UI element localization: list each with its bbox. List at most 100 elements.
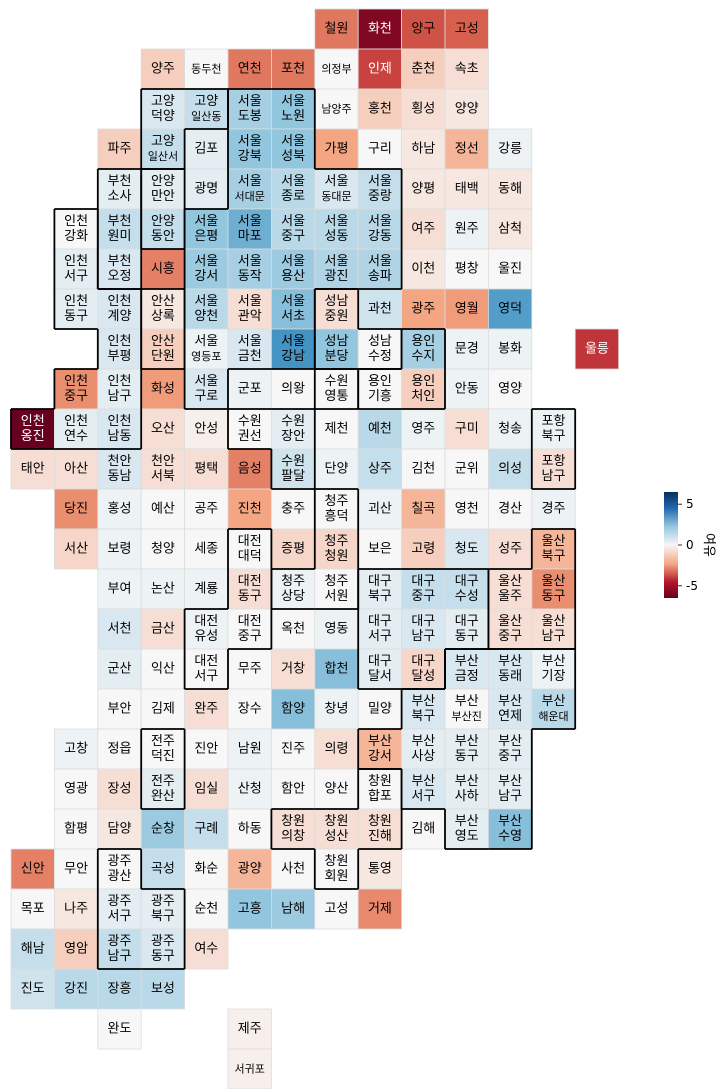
- cell-괴산: 괴산: [357, 488, 403, 530]
- cell-군위: 군위: [444, 448, 489, 490]
- cell-label: 서울: [281, 294, 305, 309]
- cell-rect: [487, 208, 533, 250]
- cell-장수: 장수: [227, 688, 272, 730]
- cell-label: 영월: [455, 302, 479, 317]
- cell-label: 청주: [325, 574, 349, 589]
- legend-ticks: 5 0 -5: [678, 497, 698, 593]
- cell-밀양: 밀양: [357, 688, 403, 730]
- cell-rect: [54, 488, 99, 530]
- cell-이천: 이천: [401, 248, 446, 290]
- cell-label: 덕양: [151, 109, 175, 124]
- legend-tick-label: -5: [686, 579, 698, 593]
- cell-label: 김포: [194, 142, 218, 157]
- cell-rect: [270, 328, 316, 370]
- cell-label: 중구: [411, 589, 435, 604]
- cell-label: 은평: [194, 229, 218, 244]
- cell-rect: [140, 648, 185, 690]
- cell-label: 이천: [411, 262, 435, 277]
- cell-rect: [270, 48, 316, 90]
- cell-rect: [140, 448, 185, 490]
- cell-label: 인천: [108, 294, 132, 309]
- cell-label: 일산동: [191, 109, 221, 123]
- cell-label: 수원: [238, 414, 262, 429]
- cell-사천: 사천: [270, 848, 316, 890]
- cell-label: 남구: [108, 949, 132, 964]
- cell-label: 팔달: [281, 469, 305, 484]
- cell-label: 중구: [281, 229, 305, 244]
- cell-label: 고령: [411, 542, 435, 557]
- cell-label: 합포: [368, 789, 392, 804]
- cell-rect: [574, 328, 620, 370]
- cell-label: 완도: [108, 1022, 132, 1037]
- cell-순천: 순천: [184, 888, 229, 930]
- cell-label: 포항: [542, 454, 566, 469]
- cell-label: 보성: [151, 982, 175, 997]
- cell-rect: [97, 528, 142, 570]
- cell-label: 통영: [368, 862, 392, 877]
- cell-rect: [227, 768, 272, 810]
- cell-label: 남원: [238, 742, 262, 757]
- cell-label: 봉화: [498, 342, 522, 357]
- cell-label: 구미: [455, 422, 479, 437]
- cell-label: 기흥: [368, 389, 392, 404]
- legend-tick-label: 5: [686, 497, 694, 511]
- cell-label: 북구: [542, 549, 566, 564]
- cell-label: 양주: [151, 62, 175, 77]
- cell-함평: 함평: [54, 808, 99, 850]
- cell-label: 부산: [542, 694, 566, 709]
- cell-label: 보령: [108, 542, 132, 557]
- cell-label: 서울: [281, 94, 305, 109]
- cell-label: 서울: [238, 94, 262, 109]
- cell-label: 평택: [194, 462, 218, 477]
- cell-label: 북구: [151, 909, 175, 924]
- cell-거제: 거제: [357, 888, 403, 930]
- cell-label: 인천: [21, 414, 45, 429]
- cell-label: 서귀포: [235, 1063, 265, 1076]
- cell-세종: 세종: [184, 528, 229, 570]
- cell-합천: 합천: [314, 648, 359, 690]
- cell-label: 청주: [281, 574, 305, 589]
- cell-신안: 신안: [10, 848, 55, 890]
- cell-label: 남동: [108, 429, 132, 444]
- cell-label: 대구: [455, 614, 479, 629]
- cell-rect: [184, 488, 229, 530]
- cell-서천: 서천: [97, 608, 142, 650]
- cell-label: 대구: [368, 614, 392, 629]
- cell-평창: 평창: [444, 248, 489, 290]
- cell-label: 용산: [281, 269, 305, 284]
- cell-rect: [10, 888, 55, 930]
- cell-label: 김제: [151, 702, 175, 717]
- cell-고성: 고성: [444, 8, 489, 50]
- cell-함양: 함양: [270, 688, 316, 730]
- cell-label: 속초: [455, 62, 479, 77]
- cell-rect: [227, 1008, 272, 1050]
- cell-label: 북구: [368, 589, 392, 604]
- cell-label: 김해: [411, 822, 435, 837]
- cell-label: 인천: [108, 334, 132, 349]
- cell-rect: [270, 648, 316, 690]
- cell-label: 서울: [281, 134, 305, 149]
- cell-label: 부산: [498, 734, 522, 749]
- cell-label: 안산: [151, 334, 175, 349]
- cell-rect: [314, 328, 359, 370]
- cell-label: 금천: [238, 349, 262, 364]
- cell-label: 옹진: [21, 429, 45, 444]
- cell-rect: [54, 368, 99, 410]
- cell-label: 시흥: [151, 262, 175, 277]
